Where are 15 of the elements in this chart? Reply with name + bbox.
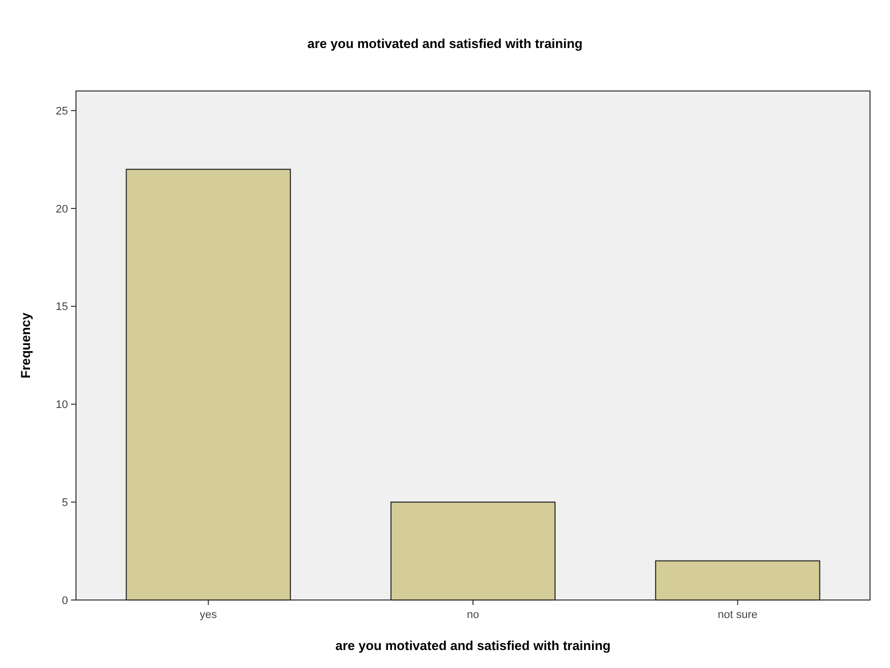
x-tick-label: not sure: [718, 609, 758, 621]
x-tick-label: no: [466, 609, 480, 621]
y-axis-title: Frequency: [18, 312, 33, 378]
bar: [655, 560, 820, 600]
x-tick-label: yes: [200, 609, 218, 621]
y-tick-label: 10: [56, 399, 68, 412]
y-tick-label: 15: [56, 301, 68, 314]
y-tick-label: 25: [56, 105, 68, 118]
y-tick-label: 5: [62, 496, 68, 509]
y-tick-label: 0: [62, 594, 68, 607]
bar: [390, 502, 556, 600]
chart-title: are you motivated and satisfied with training: [307, 36, 583, 51]
x-axis-title: are you motivated and satisfied with training: [335, 638, 611, 653]
bar: [126, 168, 291, 600]
y-tick-label: 20: [56, 203, 68, 216]
